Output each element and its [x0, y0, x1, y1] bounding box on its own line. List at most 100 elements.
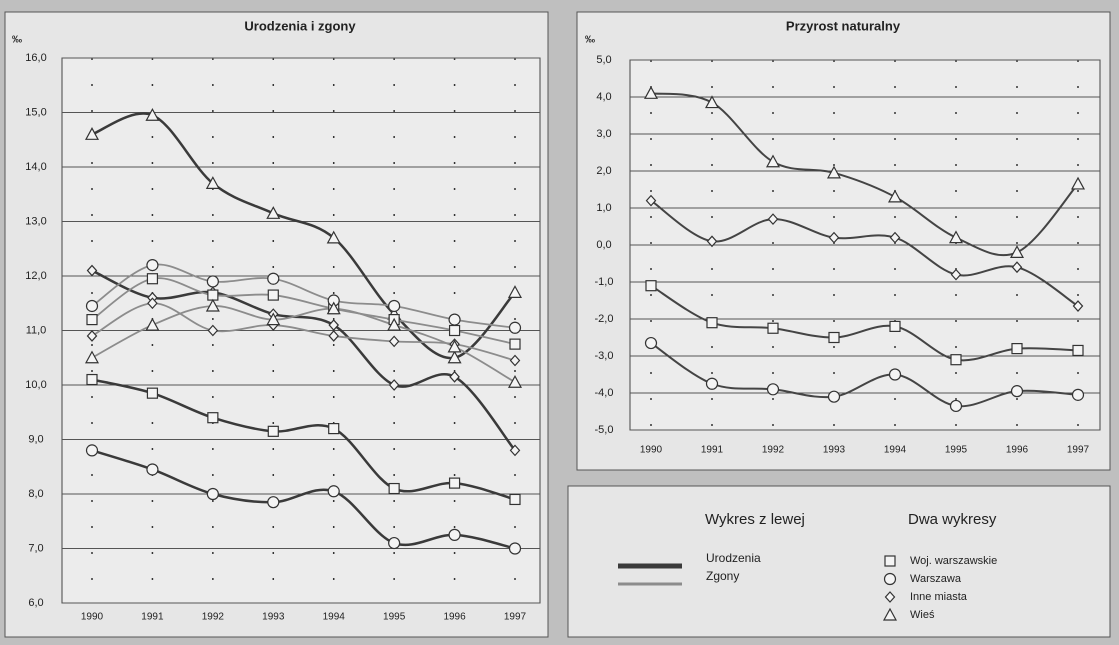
marker-circle — [146, 463, 159, 476]
marker-circle — [327, 485, 340, 498]
marker-triangle — [205, 298, 220, 312]
marker-triangle — [266, 312, 281, 326]
marker-diamond — [645, 194, 657, 207]
x-tick-label: 1996 — [1006, 445, 1029, 456]
marker-circle — [888, 368, 902, 381]
y-tick-label: 10,0 — [25, 379, 46, 391]
series-line — [91, 449, 516, 550]
marker-circle — [267, 272, 280, 285]
marker-triangle — [326, 230, 341, 244]
marker-square — [767, 322, 779, 334]
marker-circle — [448, 528, 461, 541]
y-tick-label: 9,0 — [28, 433, 43, 445]
legend-label: Woj. warszawskie — [910, 555, 997, 567]
marker-circle — [206, 275, 219, 288]
y-tick-label: 12,0 — [25, 270, 46, 282]
y-tick-label: 5,0 — [596, 54, 611, 66]
marker-circle — [1010, 385, 1024, 398]
marker-square — [267, 289, 279, 301]
marker-diamond — [207, 324, 219, 337]
marker-triangle — [447, 339, 462, 353]
legend-label: Warszawa — [910, 573, 962, 585]
y-tick-label: 0,0 — [596, 239, 611, 251]
marker-circle — [267, 496, 280, 509]
marker-diamond — [1072, 300, 1084, 312]
marker-square — [146, 273, 159, 285]
legend-label: Zgony — [706, 569, 739, 583]
y-tick-label: -4,0 — [595, 387, 614, 399]
x-tick-label: 1991 — [141, 612, 164, 623]
marker-triangle — [826, 165, 842, 179]
marker-circle — [508, 321, 522, 334]
marker-square — [448, 477, 461, 489]
marker-diamond — [767, 213, 779, 225]
series-line — [91, 378, 516, 501]
marker-square — [889, 320, 901, 332]
y-tick-label: 14,0 — [25, 161, 46, 173]
marker-square — [448, 324, 461, 337]
marker-square — [509, 493, 521, 506]
marker-triangle — [84, 350, 100, 364]
y-tick-label: 6,0 — [28, 597, 43, 609]
marker-diamond — [86, 264, 98, 277]
legend-marker — [883, 572, 897, 586]
y-axis-unit: ‰ — [585, 35, 595, 46]
marker-diamond — [449, 370, 460, 383]
marker-diamond — [388, 379, 400, 391]
marker-circle — [644, 336, 658, 350]
legend-label: Urodzenia — [706, 551, 761, 565]
marker-triangle — [1009, 245, 1025, 258]
x-tick-label: 1995 — [945, 445, 968, 456]
marker-diamond — [388, 335, 400, 348]
marker-square — [207, 289, 219, 301]
marker-triangle — [145, 317, 160, 331]
legend-label: Inne miasta — [910, 591, 968, 603]
marker-square — [388, 482, 400, 495]
y-tick-label: 1,0 — [596, 202, 611, 214]
marker-circle — [206, 487, 219, 501]
marker-triangle — [326, 301, 341, 315]
marker-diamond — [950, 268, 962, 281]
marker-square — [645, 280, 657, 292]
y-tick-label: -3,0 — [595, 350, 614, 362]
marker-circle — [827, 390, 841, 403]
marker-square — [267, 425, 279, 437]
y-tick-label: -5,0 — [595, 424, 614, 436]
marker-circle — [1071, 388, 1085, 401]
marker-triangle — [447, 350, 462, 364]
marker-triangle — [948, 230, 964, 244]
legend-marker — [884, 555, 896, 567]
marker-circle — [388, 299, 401, 313]
x-tick-label: 1990 — [640, 445, 663, 456]
x-tick-label: 1991 — [701, 445, 724, 456]
marker-circle — [949, 399, 963, 413]
marker-circle — [705, 377, 719, 390]
legend-title: Dwa wykresy — [908, 511, 997, 528]
marker-diamond — [147, 297, 158, 310]
y-tick-label: -1,0 — [595, 276, 614, 288]
marker-circle — [508, 542, 522, 555]
marker-square — [509, 338, 521, 350]
marker-square — [706, 317, 718, 329]
marker-triangle — [205, 176, 220, 189]
marker-diamond — [509, 444, 521, 457]
marker-diamond — [509, 354, 521, 367]
x-tick-label: 1996 — [443, 612, 466, 623]
marker-triangle — [266, 206, 281, 219]
marker-triangle — [507, 375, 523, 388]
y-tick-label: 11,0 — [26, 324, 47, 336]
marker-diamond — [828, 231, 840, 244]
series-line — [650, 199, 1079, 307]
y-tick-label: -2,0 — [595, 313, 614, 325]
marker-square — [207, 412, 219, 424]
legend-label: Wieś — [910, 609, 935, 621]
legend-panel — [567, 485, 1111, 638]
marker-triangle — [704, 95, 720, 109]
marker-triangle — [387, 317, 402, 331]
legend-title: Wykres z lewej — [705, 511, 805, 528]
marker-triangle — [643, 86, 659, 99]
marker-triangle — [507, 285, 523, 298]
marker-diamond — [328, 319, 340, 331]
marker-square — [950, 354, 962, 366]
